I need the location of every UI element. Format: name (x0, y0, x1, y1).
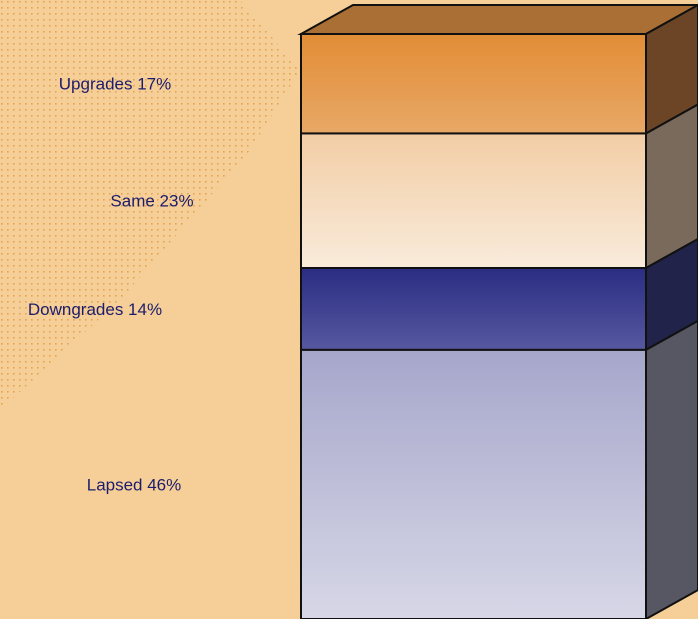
bar-segment-downgrades (300, 267, 647, 351)
bar-top-face (297, 4, 698, 35)
bar-side-lapsed (645, 319, 698, 619)
bar-segment-upgrades (300, 33, 647, 135)
bar-stack (297, 3, 698, 619)
label-same: Same 23% (110, 192, 193, 211)
dotted-background-texture (0, 0, 300, 410)
label-lapsed: Lapsed 46% (87, 475, 182, 494)
bar-segment-same (300, 132, 647, 269)
label-upgrades: Upgrades 17% (59, 75, 171, 94)
label-downgrades: Downgrades 14% (28, 300, 162, 319)
segment-labels: Upgrades 17% Same 23% Downgrades 14% Lapsed… (28, 75, 194, 495)
bar-segment-lapsed (300, 348, 647, 619)
